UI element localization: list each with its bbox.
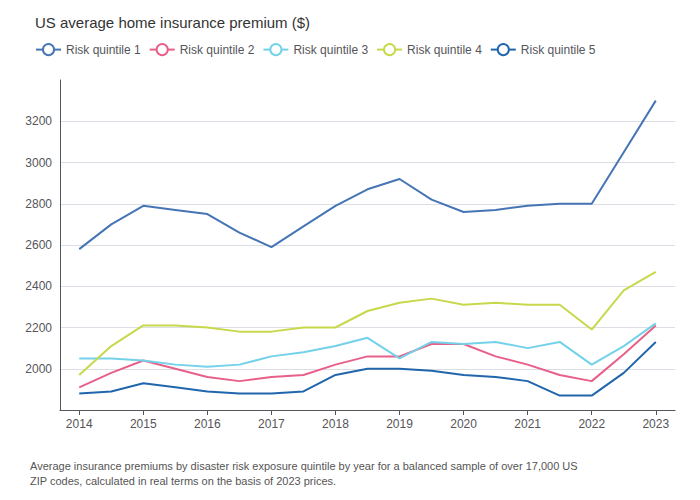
svg-text:2800: 2800: [25, 197, 52, 211]
svg-text:2014: 2014: [66, 417, 93, 431]
svg-text:2200: 2200: [25, 321, 52, 335]
svg-text:2400: 2400: [25, 279, 52, 293]
svg-text:Risk quintile 2: Risk quintile 2: [180, 43, 255, 57]
svg-text:2021: 2021: [514, 417, 541, 431]
svg-text:US average home insurance prem: US average home insurance premium ($): [35, 14, 310, 31]
svg-text:2019: 2019: [386, 417, 413, 431]
svg-text:Risk quintile 3: Risk quintile 3: [293, 43, 368, 57]
svg-text:2020: 2020: [450, 417, 477, 431]
svg-text:Risk quintile 5: Risk quintile 5: [521, 43, 596, 57]
svg-text:3000: 3000: [25, 156, 52, 170]
svg-text:ZIP codes, calculated in real: ZIP codes, calculated in real terms on t…: [30, 475, 336, 487]
svg-text:2016: 2016: [194, 417, 221, 431]
svg-text:2600: 2600: [25, 238, 52, 252]
svg-text:3200: 3200: [25, 114, 52, 128]
svg-text:2022: 2022: [578, 417, 605, 431]
svg-text:2017: 2017: [258, 417, 285, 431]
svg-text:Risk quintile 4: Risk quintile 4: [407, 43, 482, 57]
svg-text:Average insurance premiums by: Average insurance premiums by disaster r…: [30, 460, 578, 472]
svg-text:2015: 2015: [130, 417, 157, 431]
svg-text:2018: 2018: [322, 417, 349, 431]
svg-text:Risk quintile 1: Risk quintile 1: [66, 43, 141, 57]
svg-text:2000: 2000: [25, 362, 52, 376]
svg-text:2023: 2023: [642, 417, 669, 431]
